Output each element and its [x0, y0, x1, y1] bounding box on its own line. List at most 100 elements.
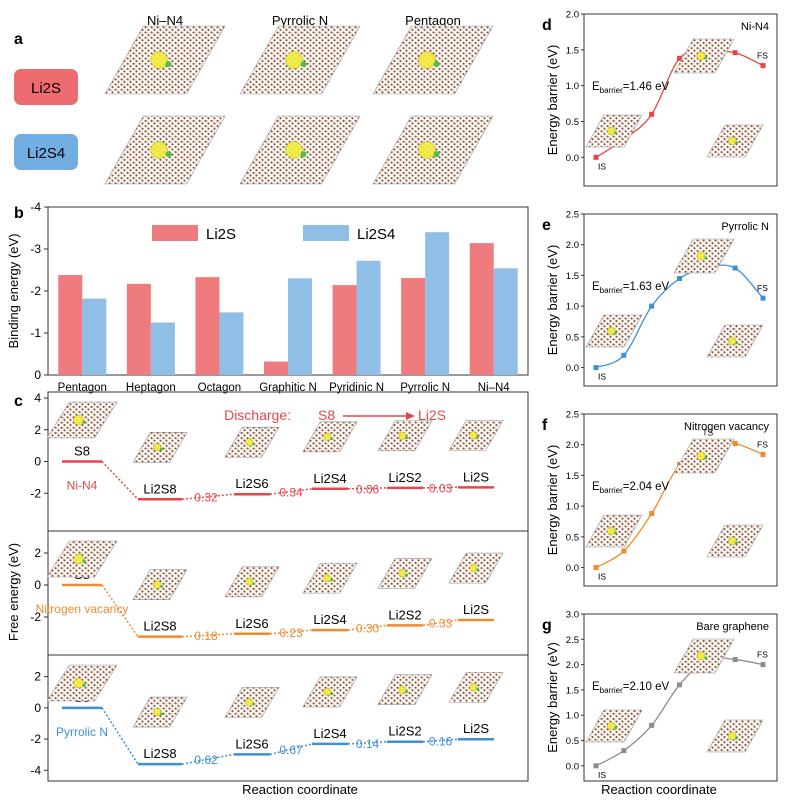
energy-connector	[102, 462, 138, 500]
bar-li2s	[333, 285, 357, 375]
barrier-ytick-label: 0.5	[566, 532, 579, 543]
barrier-point	[594, 155, 599, 160]
structure-li2s4-0-li-atom	[166, 151, 172, 157]
row-label-li2s4: Li2S4	[14, 134, 78, 170]
legend-label-li2s: Li2S	[206, 226, 236, 243]
chart-b-ytick-label: -2	[30, 284, 41, 298]
ts-structure-li-atom	[704, 657, 707, 660]
structure-thumb-li-atom	[82, 683, 86, 687]
structure-thumb-li-atom	[160, 448, 163, 451]
step-energy-label: 0.03	[429, 482, 453, 496]
step-energy-label: 0.67	[279, 743, 303, 757]
barrier-ytick-label: 2.5	[566, 210, 579, 221]
barrier-ytick-label: 1.5	[566, 271, 579, 282]
is-label: IS	[598, 372, 606, 382]
step-energy-label: 0.30	[356, 622, 380, 636]
bar-li2s4	[151, 323, 175, 376]
barrier-subscript: barrier	[600, 286, 623, 295]
barrier-point	[594, 763, 599, 768]
fs-structure-li-atom	[735, 141, 738, 144]
barrier-value: Ebarrier=1.63 eV	[592, 281, 669, 295]
structure-thumb-li-atom	[82, 420, 86, 424]
structure-thumb-adsorbate	[74, 415, 84, 425]
barrier-ytick-label: 1.0	[566, 302, 579, 313]
barrier-value: Ebarrier=1.46 eV	[592, 81, 669, 95]
structure-thumb-adsorbate	[324, 574, 332, 582]
barrier-point	[733, 266, 738, 271]
chart-c-ytick-label: 0	[34, 455, 41, 469]
discharge-arrow-head	[406, 412, 415, 420]
legend-swatch-li2s	[152, 225, 198, 241]
is-structure-adsorbate	[607, 722, 615, 730]
step-energy-label: 0.34	[279, 486, 303, 500]
panel-a-letter: a	[14, 31, 23, 48]
structure-li2s-1-adsorbate	[286, 52, 303, 69]
fs-structure	[707, 525, 763, 557]
barrier-point	[649, 112, 654, 117]
barrier-ytick-label: 3.0	[566, 610, 579, 621]
ts-structure-adsorbate	[697, 52, 705, 60]
structure-thumb-adsorbate	[74, 554, 84, 564]
structure-thumb-adsorbate	[470, 432, 478, 440]
structure-thumb	[449, 420, 503, 450]
barrier-point	[621, 548, 626, 553]
is-structure	[586, 115, 642, 147]
structure-thumb	[133, 697, 187, 727]
is-label: IS	[598, 572, 606, 582]
barrier-ylabel: Energy barrier (eV)	[545, 642, 560, 753]
barrier-subscript: barrier	[600, 686, 623, 695]
structure-thumb-adsorbate	[246, 578, 254, 586]
step-energy-label: 0.23	[279, 626, 303, 640]
barrier-value-number: =2.10 eV	[623, 681, 670, 693]
barrier-chart-frame	[584, 214, 777, 386]
structure-thumb	[133, 570, 187, 600]
structure-thumb	[225, 567, 279, 597]
barrier-point	[733, 441, 738, 446]
structure-thumb-li-atom	[476, 436, 479, 439]
bar-li2s	[401, 278, 425, 375]
structure-thumb	[303, 422, 357, 452]
structure-thumb	[47, 402, 117, 438]
chart-c-ytick-label: 0	[34, 701, 41, 715]
barrier-ytick-label: 2.0	[566, 660, 579, 671]
ts-structure-adsorbate	[697, 652, 705, 660]
structure-thumb-adsorbate	[399, 432, 407, 440]
structure-thumb-li-atom	[252, 703, 255, 706]
barrier-point	[594, 565, 599, 570]
panel-c-letter: c	[14, 393, 23, 410]
structure-thumb	[378, 675, 432, 705]
structure-li2s-0-adsorbate	[151, 52, 168, 69]
step-energy-label: 0.32	[194, 491, 218, 505]
structure-thumb-adsorbate	[74, 678, 84, 688]
structure-thumb-adsorbate	[470, 564, 478, 572]
bar-li2s4	[425, 232, 449, 375]
species-label: Li2S8	[143, 619, 176, 634]
structure-thumb	[133, 432, 187, 462]
barrier-ytick-label: 1.5	[566, 45, 579, 56]
is-structure-li-atom	[614, 131, 617, 134]
species-label: Li2S8	[143, 746, 176, 761]
barrier-chart-frame	[584, 614, 777, 781]
structure-li2s4-2-adsorbate	[419, 142, 436, 159]
chart-c-ylabel: Free energy (eV)	[6, 543, 21, 641]
structure-li2s-0-li-atom	[166, 61, 172, 67]
barrier-subscript: barrier	[600, 86, 623, 95]
structure-thumb	[378, 558, 432, 588]
barrier-ytick-label: 2.0	[566, 240, 579, 251]
structure-li2s-1	[240, 26, 360, 94]
is-structure-adsorbate	[607, 127, 615, 135]
bar-li2s4	[219, 312, 243, 375]
structure-thumb	[47, 665, 117, 701]
chart-b-ylabel: Binding energy (eV)	[6, 234, 21, 349]
species-label: Li2S	[463, 721, 489, 736]
series-name: Ni-N4	[67, 479, 98, 493]
is-structure-adsorbate	[607, 327, 615, 335]
species-label: Li2S4	[313, 726, 346, 741]
panel-letter: e	[542, 217, 551, 234]
barrier-ytick-label: 0.0	[566, 563, 579, 574]
barrier-series-name: Bare graphene	[696, 621, 769, 633]
is-structure-li-atom	[614, 726, 617, 729]
